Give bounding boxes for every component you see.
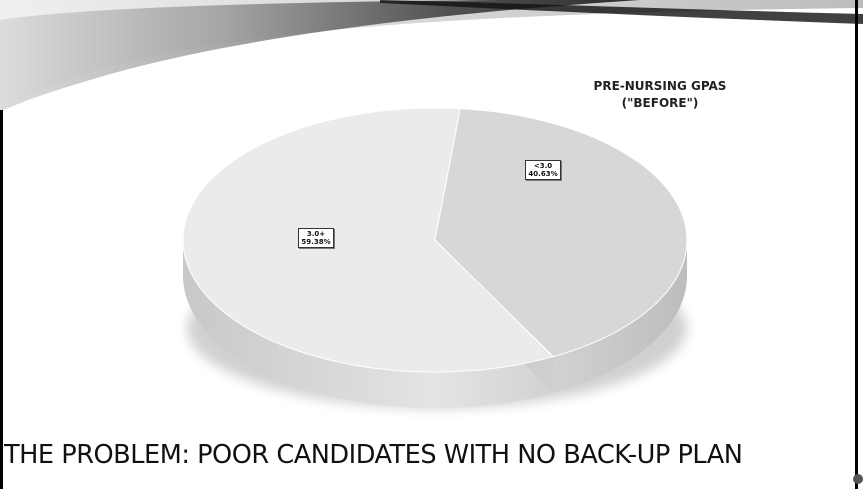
frame-line-left <box>0 110 3 489</box>
data-label-under-3-0: <3.0 40.63% <box>525 160 561 180</box>
pie-slice-gpa-3-0-plus <box>182 107 555 373</box>
data-label-value: 40.63% <box>528 170 558 178</box>
swoosh-thin-line <box>380 0 863 24</box>
data-label-category: <3.0 <box>533 162 553 170</box>
chart-title: PRE-NURSING GPAS ("BEFORE") <box>575 78 745 112</box>
frame-line-right <box>855 0 858 489</box>
swoosh-dark-band <box>0 0 640 112</box>
data-label-value: 59.38% <box>301 238 331 246</box>
chart-title-line-1: PRE-NURSING GPAS <box>593 79 727 93</box>
pie-slice-gpa-under-3-0 <box>434 108 688 358</box>
chart-title-line-2: ("BEFORE") <box>621 96 699 110</box>
pie-outer-wall <box>183 240 687 408</box>
corner-dot <box>853 474 863 484</box>
slide-title: THE PROBLEM: POOR CANDIDATES WITH NO BAC… <box>4 440 743 470</box>
data-label-category: 3.0+ <box>306 230 326 238</box>
pie-slices <box>182 107 688 373</box>
data-label-3-0-plus: 3.0+ 59.38% <box>298 228 334 248</box>
